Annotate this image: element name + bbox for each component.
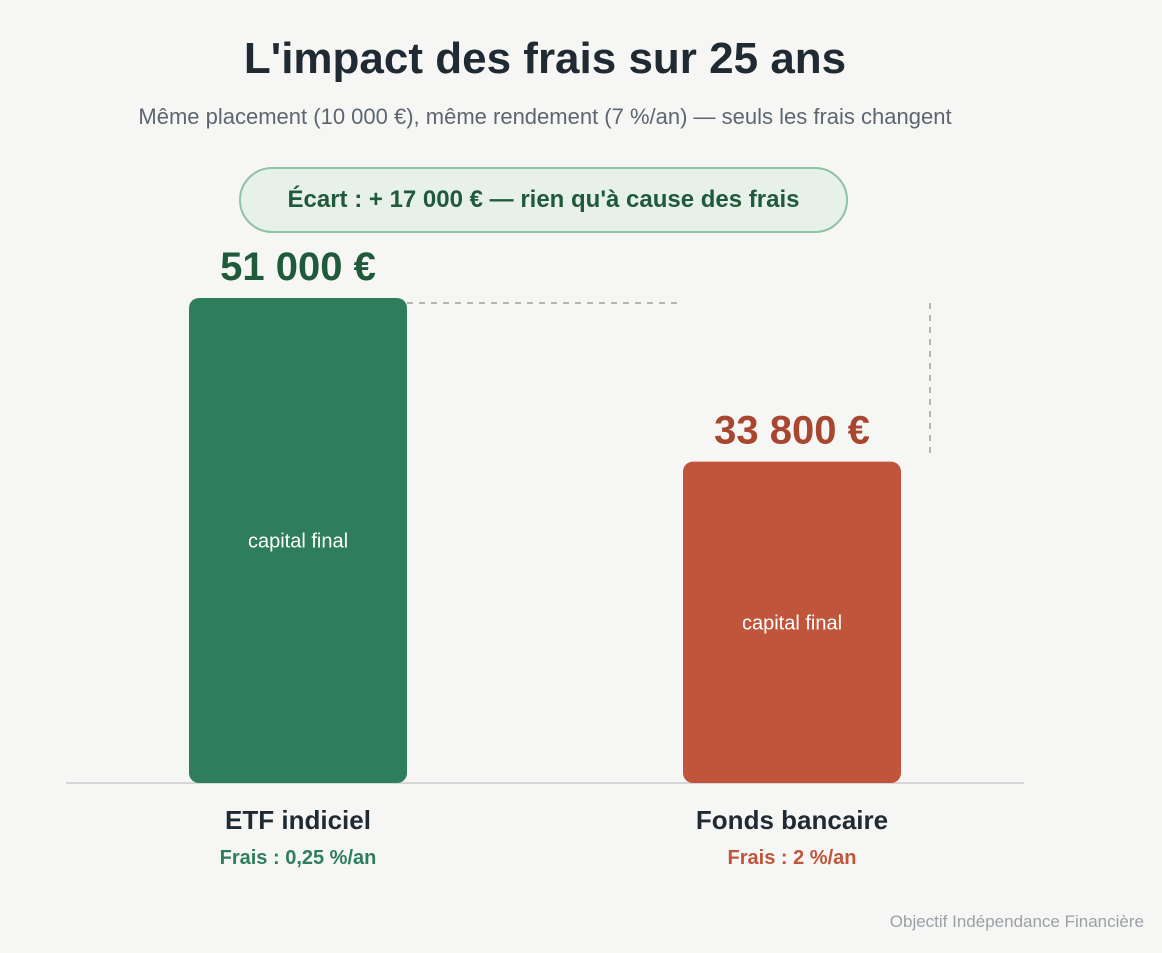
chart-subtitle: Même placement (10 000 €), même rendemen… <box>138 104 952 129</box>
gap-badge: Écart : + 17 000 € — rien qu'à cause des… <box>239 167 848 233</box>
value-label-2: 33 800 € <box>714 409 870 453</box>
fee-label-2: Frais : 2 %/an <box>728 847 857 869</box>
source-credit: Objectif Indépendance Financière <box>889 912 1144 931</box>
category-label-2: Fonds bancaire <box>696 805 888 835</box>
bar-inner-label-2: capital final <box>742 612 842 634</box>
bar-1 <box>189 298 407 783</box>
bar-2 <box>683 461 901 783</box>
category-label-1: ETF indiciel <box>225 805 371 835</box>
fee-label-1: Frais : 0,25 %/an <box>220 847 377 869</box>
chart-title: L'impact des frais sur 25 ans <box>243 34 847 83</box>
bar-inner-label-1: capital final <box>248 531 348 553</box>
value-label-1: 51 000 € <box>220 245 376 289</box>
